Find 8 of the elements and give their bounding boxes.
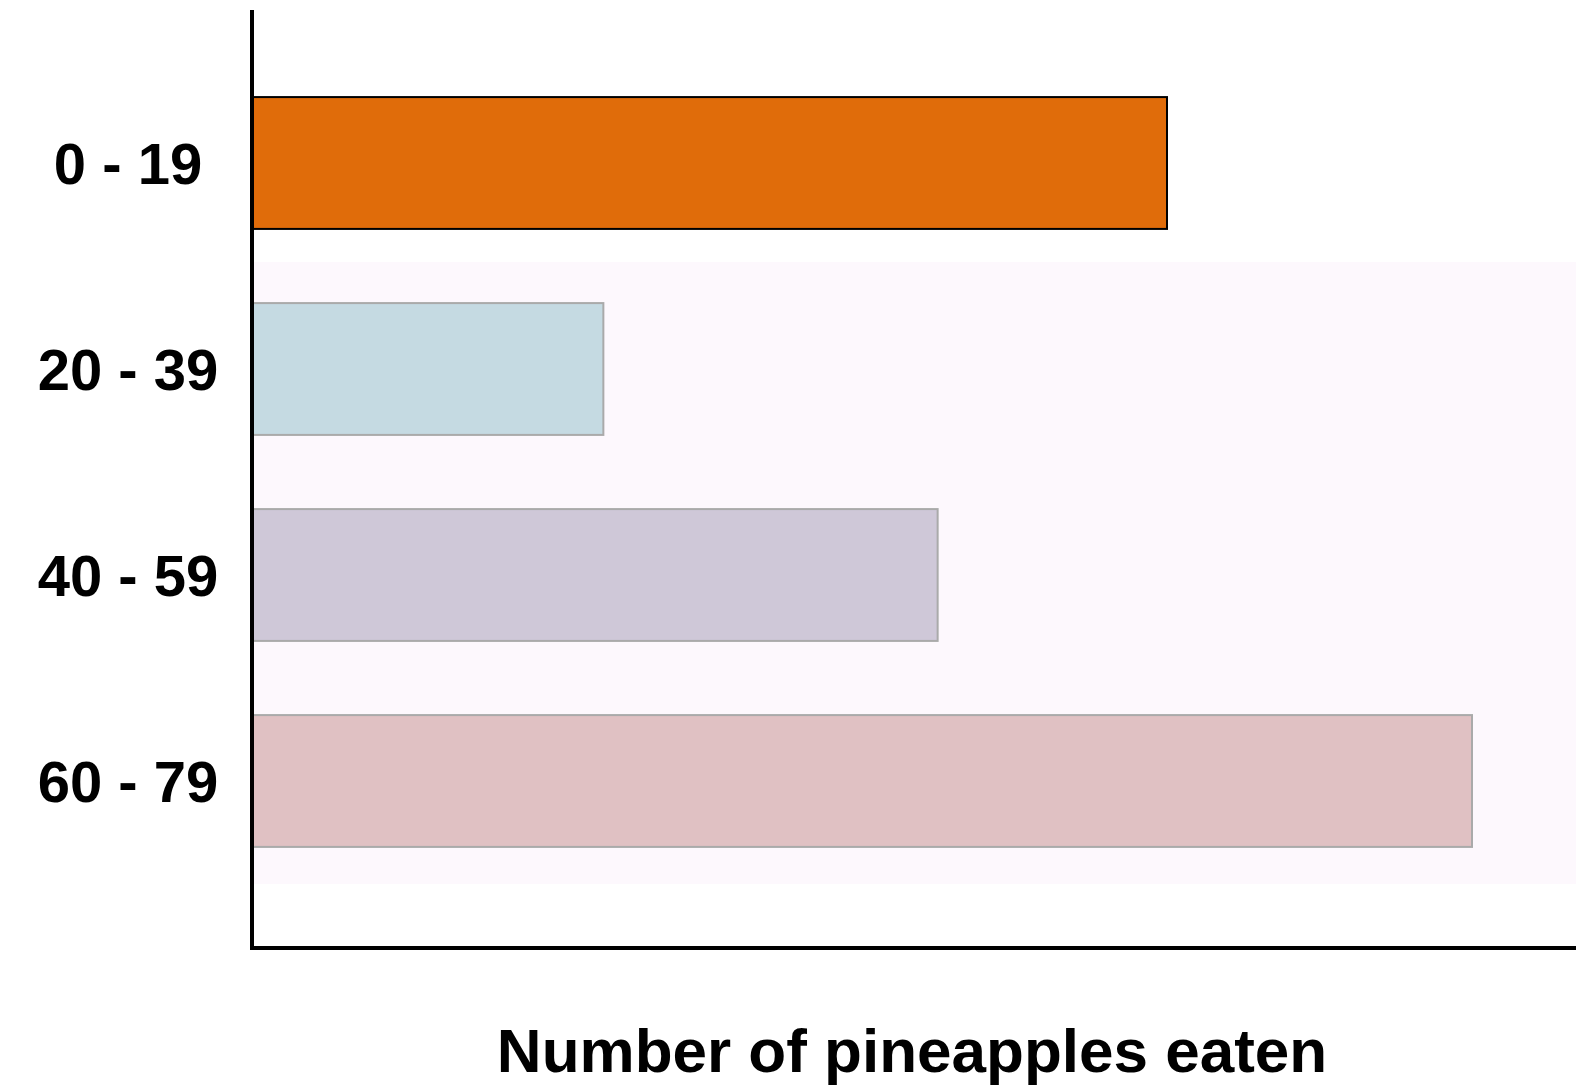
- y-tick-label: 60 - 79: [37, 748, 219, 814]
- bar: [251, 302, 605, 436]
- y-tick-label: 0 - 19: [53, 130, 203, 196]
- bar: [251, 508, 939, 642]
- y-tick-label: 40 - 59: [37, 542, 219, 608]
- y-tick-label: 20 - 39: [37, 336, 219, 402]
- x-axis-title: Number of pineapples eaten: [496, 1016, 1328, 1085]
- bar: [251, 714, 1473, 848]
